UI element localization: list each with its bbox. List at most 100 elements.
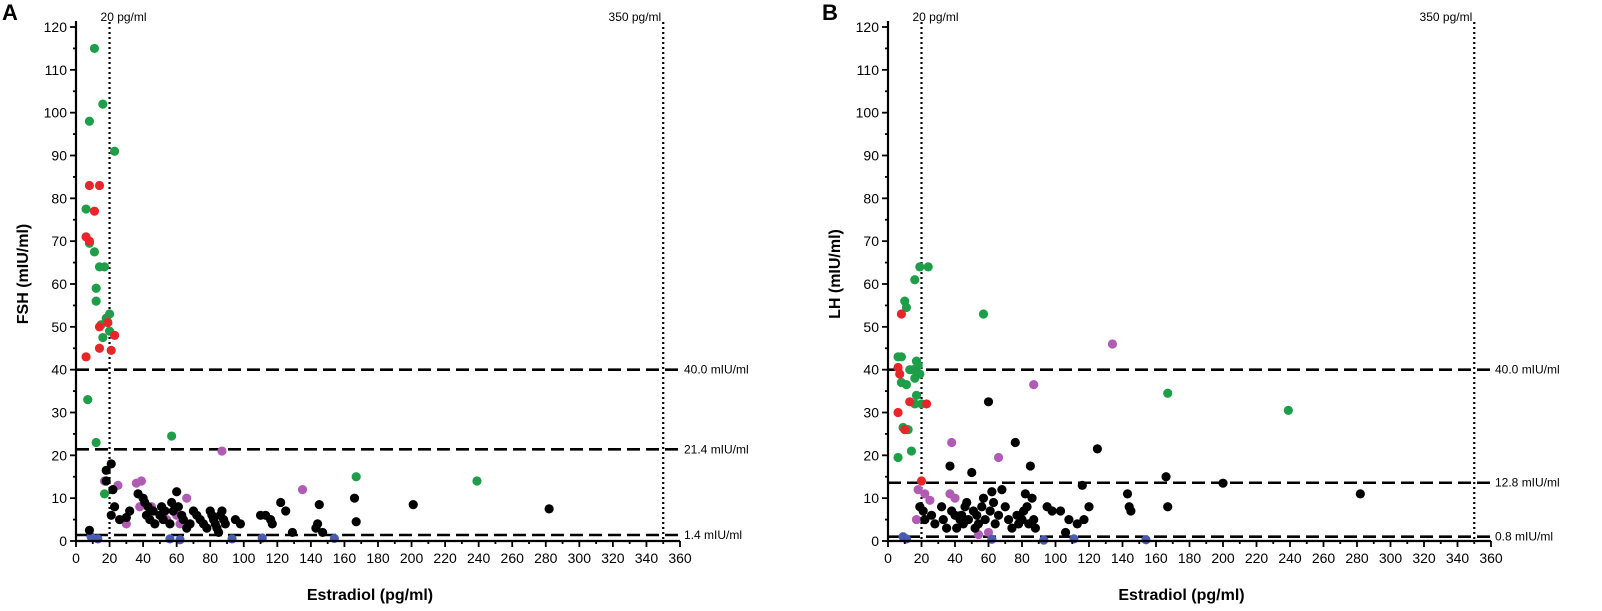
panel-a-points [81,43,554,545]
panel-b-point-black-4 [930,519,940,529]
panel-a-point-black-52 [276,497,286,508]
panel-a-point-black-9 [125,506,135,516]
panel-a-x-tick-label-11: 220 [433,550,457,566]
panel-b-point-red-3 [905,397,915,407]
panel-b-point-black-55 [1079,514,1089,525]
panel-a-point-magenta-10 [182,493,192,503]
panel-a-point-black-59 [349,493,360,503]
panel-a-y-tick-label-10: 100 [44,105,68,121]
panel-b-point-magenta-3 [993,452,1004,463]
panel-a-vline-label-1: 350 pg/ml [609,10,662,24]
panel-b-point-black-22 [973,519,984,529]
panel-b-point-red-4 [921,399,932,409]
panel-b-point-black-6 [938,514,948,525]
panel-a-point-black-56 [313,519,323,529]
panel-a-point-red-8 [94,343,105,353]
panel-b-point-green-22 [893,452,903,463]
panel-b-x-tick-label-11: 220 [1245,550,1269,566]
panel-b-point-red-6 [900,425,910,435]
panel-b-point-green-2 [910,275,920,285]
panel-b-vline-label-0: 20 pg/ml [912,10,958,24]
panel-b-letter: B [822,0,838,25]
panel-a-point-black-2 [106,459,116,469]
panel-b-point-red-0 [896,309,907,319]
panel-a-point-green-10 [91,296,101,306]
panel-b-point-black-57 [1092,444,1102,454]
panel-b-reference-lines: 20 pg/ml 350 pg/ml 40.0 mIU/ml 12.8 mIU/ml 0… [888,10,1560,544]
panel-a-point-green-20 [472,476,482,486]
panel-b-point-magenta-9 [950,493,960,503]
panel-b-point-green-4 [901,302,912,313]
panel-b-point-black-26 [983,397,994,407]
panel-b-point-black-49 [1047,506,1057,516]
panel-a: A 20 pg/ml 350 pg/ml 40.0 mIU/ml 21.4 mIU/m… [2,0,749,604]
panel-a-y-tick-label-8: 80 [51,190,67,206]
panel-a-x-tick-label-18: 360 [668,550,692,566]
panel-b-point-black-35 [1007,523,1017,533]
panel-b-point-black-36 [1010,437,1020,448]
panel-a-point-red-6 [103,317,113,328]
panel-b-point-black-25 [980,514,990,525]
panel-a-point-black-54 [287,527,298,538]
panel-b-y-tick-label-4: 40 [863,362,879,378]
panel-b-point-green-15 [901,380,912,390]
panel-b-point-black-62 [1163,502,1173,512]
panel-b-point-black-56 [1084,502,1094,512]
panel-b-point-green-11 [905,365,915,375]
panel-b-y-tick-label-12: 120 [856,19,880,35]
panel-a-point-black-20 [158,514,168,525]
panel-a-point-black-16 [148,506,158,516]
panel-a-point-magenta-6 [121,519,131,529]
panel-b-x-tick-label-17: 340 [1446,550,1470,566]
panel-b-point-blue-5 [1141,535,1151,545]
panel-a-y-tick-label-1: 10 [51,490,67,506]
panel-a-point-black-43 [217,506,227,516]
panel-b-point-black-63 [1218,478,1228,488]
panel-a-y-tick-label-5: 50 [51,319,67,335]
panel-a-point-black-22 [165,519,175,529]
panel-b-x-tick-label-7: 140 [1111,550,1135,566]
panel-a-x-tick-label-5: 100 [232,550,256,566]
panel-b-hline-label-1: 12.8 mIU/ml [1495,476,1560,490]
panel-a-point-red-10 [81,352,91,362]
panel-a-point-green-2 [84,116,95,126]
panel-a-point-green-9 [91,283,101,293]
panel-b-point-magenta-12 [983,527,994,538]
panel-a-vline-label-0: 20 pg/ml [101,10,147,24]
panel-a-point-black-51 [267,519,277,529]
panel-b-y-tick-label-5: 50 [863,319,879,335]
panel-a-point-red-2 [89,206,100,216]
panel-b-point-green-21 [906,446,917,456]
panel-a-point-black-28 [178,514,188,525]
panel-a-point-green-15 [98,332,108,343]
panel-a-point-black-6 [106,510,116,520]
panel-b-point-black-18 [967,467,977,478]
panel-a-x-tick-label-9: 180 [366,550,390,566]
panel-a-point-green-21 [99,489,110,499]
panel-a-point-black-58 [318,527,328,538]
panel-b-point-red-7 [916,476,927,486]
panel-b-point-magenta-1 [1029,380,1039,390]
panel-b-y-tick-label-2: 20 [863,447,879,463]
panel-b-point-black-1 [918,506,928,516]
panel-b-point-black-54 [1077,480,1087,490]
panel-b-point-red-5 [893,407,903,418]
panel-b-x-tick-label-14: 280 [1345,550,1369,566]
panel-b-points [893,262,1365,545]
panel-a-point-black-53 [281,506,291,516]
panel-b-point-black-32 [997,485,1007,495]
panel-b-y-tick-label-1: 10 [863,490,879,506]
panel-b-point-magenta-7 [911,514,922,525]
panel-a-point-black-5 [109,502,120,512]
panel-a-point-black-0 [84,525,95,535]
panel-a-point-black-35 [202,523,212,533]
panel-b-y-tick-label-11: 110 [857,62,880,78]
panel-a-point-green-1 [98,99,108,109]
panel-b-vline-label-1: 350 pg/ml [1420,10,1473,24]
panel-b-x-tick-label-9: 180 [1178,550,1202,566]
panel-b-hline-label-0: 40.0 mIU/ml [1495,363,1560,377]
panel-a-y-tick-label-9: 90 [51,148,67,164]
panel-b-point-black-11 [952,523,962,533]
panel-b-point-black-39 [1017,514,1027,525]
